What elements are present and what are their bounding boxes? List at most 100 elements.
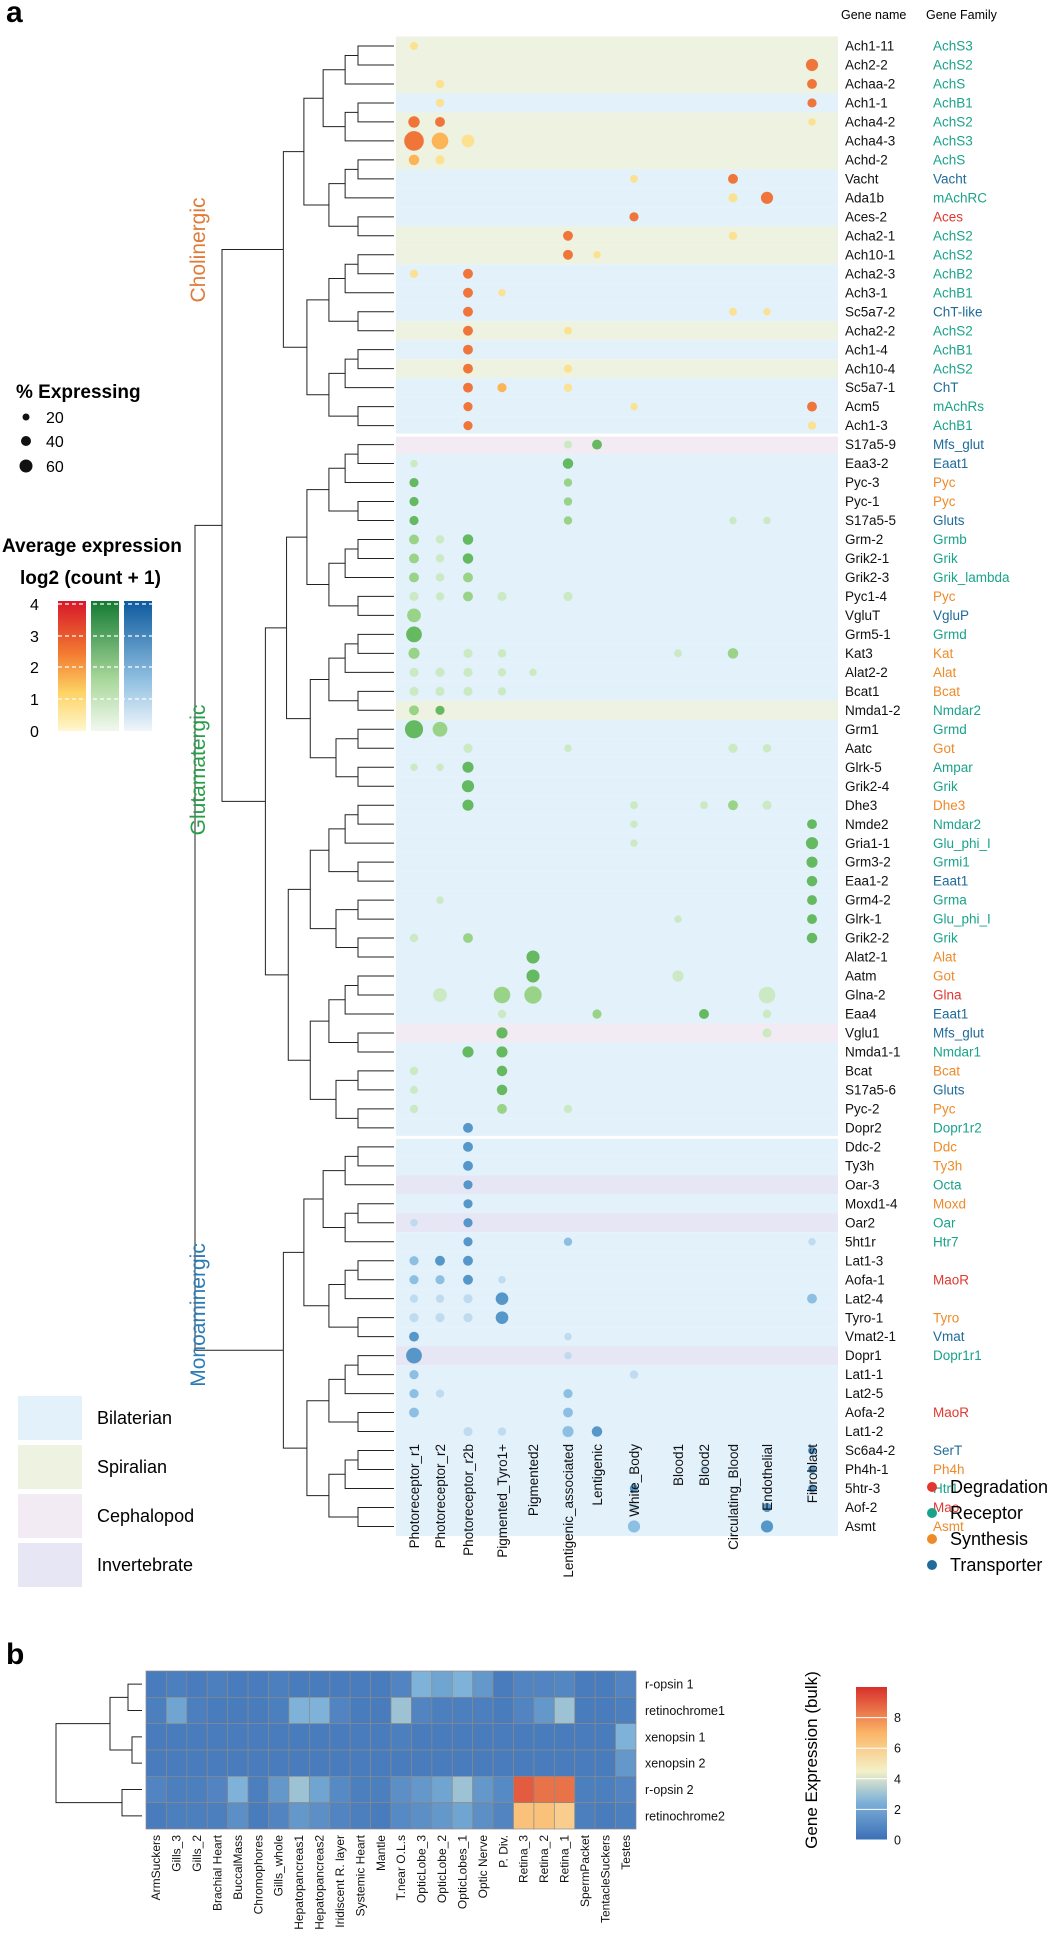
cell-type-label: Photoreceptor_r1 bbox=[407, 1444, 422, 1548]
heatmap-column-label: SpermPacket bbox=[578, 1834, 592, 1907]
row-band bbox=[396, 169, 838, 189]
row-band bbox=[396, 1194, 838, 1214]
dendrogram-branch bbox=[328, 1473, 358, 1518]
expression-dot bbox=[409, 686, 419, 696]
expression-dot bbox=[409, 933, 419, 943]
row-background-bands bbox=[396, 36, 838, 1536]
heatmap-cell bbox=[390, 1696, 412, 1725]
expression-dot bbox=[463, 686, 473, 696]
expression-dot bbox=[563, 364, 573, 373]
gene-family-label: mAchRC bbox=[933, 190, 987, 205]
heatmap-cell bbox=[329, 1775, 351, 1804]
expression-dot bbox=[463, 933, 473, 944]
heatmap-cell bbox=[329, 1670, 351, 1698]
gene-label: 5ht1r bbox=[845, 1234, 876, 1249]
dendrogram-branch bbox=[344, 168, 394, 199]
expression-dot bbox=[627, 1520, 641, 1533]
row-band bbox=[396, 492, 838, 512]
row-band bbox=[396, 1460, 838, 1479]
gene-family-label: Grik bbox=[933, 551, 958, 566]
heatmap-cell bbox=[411, 1723, 433, 1751]
heatmap-cell bbox=[186, 1802, 208, 1830]
heatmap-cell bbox=[308, 1749, 331, 1777]
heatmap-cell bbox=[615, 1749, 637, 1777]
bulk-legend-ticks: 8 6 4 2 0 bbox=[856, 1711, 901, 1848]
family-legend-label-synthesis: Synthesis bbox=[950, 1529, 1028, 1549]
gene-family-label: Got bbox=[933, 969, 955, 984]
family-legend-dot-transporter bbox=[927, 1560, 937, 1570]
expression-dot bbox=[461, 134, 475, 148]
expression-dot bbox=[807, 79, 817, 89]
heatmap-cell bbox=[411, 1802, 433, 1830]
expression-dot bbox=[674, 649, 682, 658]
gene-family-label: Moxd bbox=[933, 1196, 966, 1211]
gene-label: Nmde2 bbox=[845, 817, 889, 832]
row-band bbox=[396, 1270, 838, 1290]
expression-dot bbox=[630, 801, 638, 810]
gene-label: Pyc-1 bbox=[845, 494, 880, 509]
heatmap-cell bbox=[574, 1723, 596, 1751]
gene-family-label: SerT bbox=[933, 1443, 962, 1458]
heatmap-cell bbox=[615, 1696, 637, 1725]
heatmap-cell bbox=[594, 1802, 616, 1830]
heatmap-row-label: r-opsin 1 bbox=[645, 1678, 694, 1692]
heatmap-cell bbox=[533, 1696, 555, 1725]
dendrogram-branch bbox=[357, 1317, 394, 1338]
heatmap-cell bbox=[349, 1802, 371, 1830]
heatmap-column-label: ArmSuckers bbox=[149, 1835, 163, 1900]
gene-family-label: AchS2 bbox=[933, 115, 973, 130]
expression-dot bbox=[463, 1218, 473, 1228]
gene-family-label: Grmb bbox=[933, 532, 967, 547]
gene-family-label: Pyc bbox=[933, 475, 956, 490]
row-band bbox=[396, 264, 838, 284]
bulk-legend-tick-label: 0 bbox=[894, 1834, 901, 1848]
heatmap-cell bbox=[492, 1723, 514, 1751]
row-band bbox=[396, 928, 838, 948]
expression-dot bbox=[592, 439, 602, 450]
cell-type-label: Photoreceptor_r2b bbox=[461, 1444, 476, 1556]
expression-dot bbox=[762, 800, 772, 810]
heatmap-cell bbox=[451, 1696, 474, 1725]
heatmap-cell bbox=[370, 1802, 392, 1830]
expression-dot bbox=[435, 686, 445, 696]
gene-family-label: mAchRs bbox=[933, 399, 984, 414]
expression-dot bbox=[563, 1104, 573, 1114]
dendrogram-branch bbox=[328, 828, 358, 873]
gene-label: Ddc-2 bbox=[845, 1139, 881, 1154]
heatmap-cell bbox=[594, 1723, 616, 1751]
heatmap-cell bbox=[349, 1749, 371, 1777]
dendrogram-branch bbox=[303, 1198, 329, 1307]
group-label-cholinergic: Cholinergic bbox=[187, 197, 210, 302]
dendrogram-branch bbox=[328, 1378, 358, 1423]
gene-label: Sc6a4-2 bbox=[845, 1443, 895, 1458]
heatmap-cell bbox=[166, 1749, 188, 1777]
gene-family-label: Ddc bbox=[933, 1139, 957, 1154]
size-legend-title: % Expressing bbox=[16, 382, 141, 403]
dendrogram-branch bbox=[357, 349, 394, 370]
gene-label: Nmda1-2 bbox=[845, 703, 901, 718]
row-band bbox=[396, 1004, 838, 1024]
expression-dot bbox=[807, 421, 817, 430]
heatmap-cell bbox=[390, 1775, 412, 1804]
dendrogram-branch bbox=[328, 467, 358, 512]
expression-dot bbox=[593, 251, 601, 259]
dendrogram-branch bbox=[328, 999, 358, 1043]
heatmap-cell bbox=[145, 1723, 167, 1751]
expression-dot bbox=[629, 1503, 639, 1512]
heatmap-cell bbox=[615, 1775, 637, 1804]
heatmap-cell bbox=[268, 1670, 290, 1698]
row-band bbox=[396, 511, 838, 530]
gene-label: Achaa-2 bbox=[845, 77, 895, 92]
heatmap-cell bbox=[431, 1696, 453, 1725]
gene-family-label: Glu_phi_I bbox=[933, 912, 991, 927]
dendrogram-branch bbox=[357, 690, 394, 711]
expression-dot bbox=[762, 744, 772, 753]
gene-label: Gria1-1 bbox=[845, 836, 890, 851]
expression-dot bbox=[674, 915, 682, 923]
heatmap-cell bbox=[472, 1775, 494, 1804]
expression-dot bbox=[463, 306, 473, 317]
expression-dot bbox=[463, 402, 473, 412]
heatmap-cell bbox=[533, 1723, 555, 1751]
row-band bbox=[396, 416, 838, 436]
heatmap-cell bbox=[186, 1749, 208, 1777]
